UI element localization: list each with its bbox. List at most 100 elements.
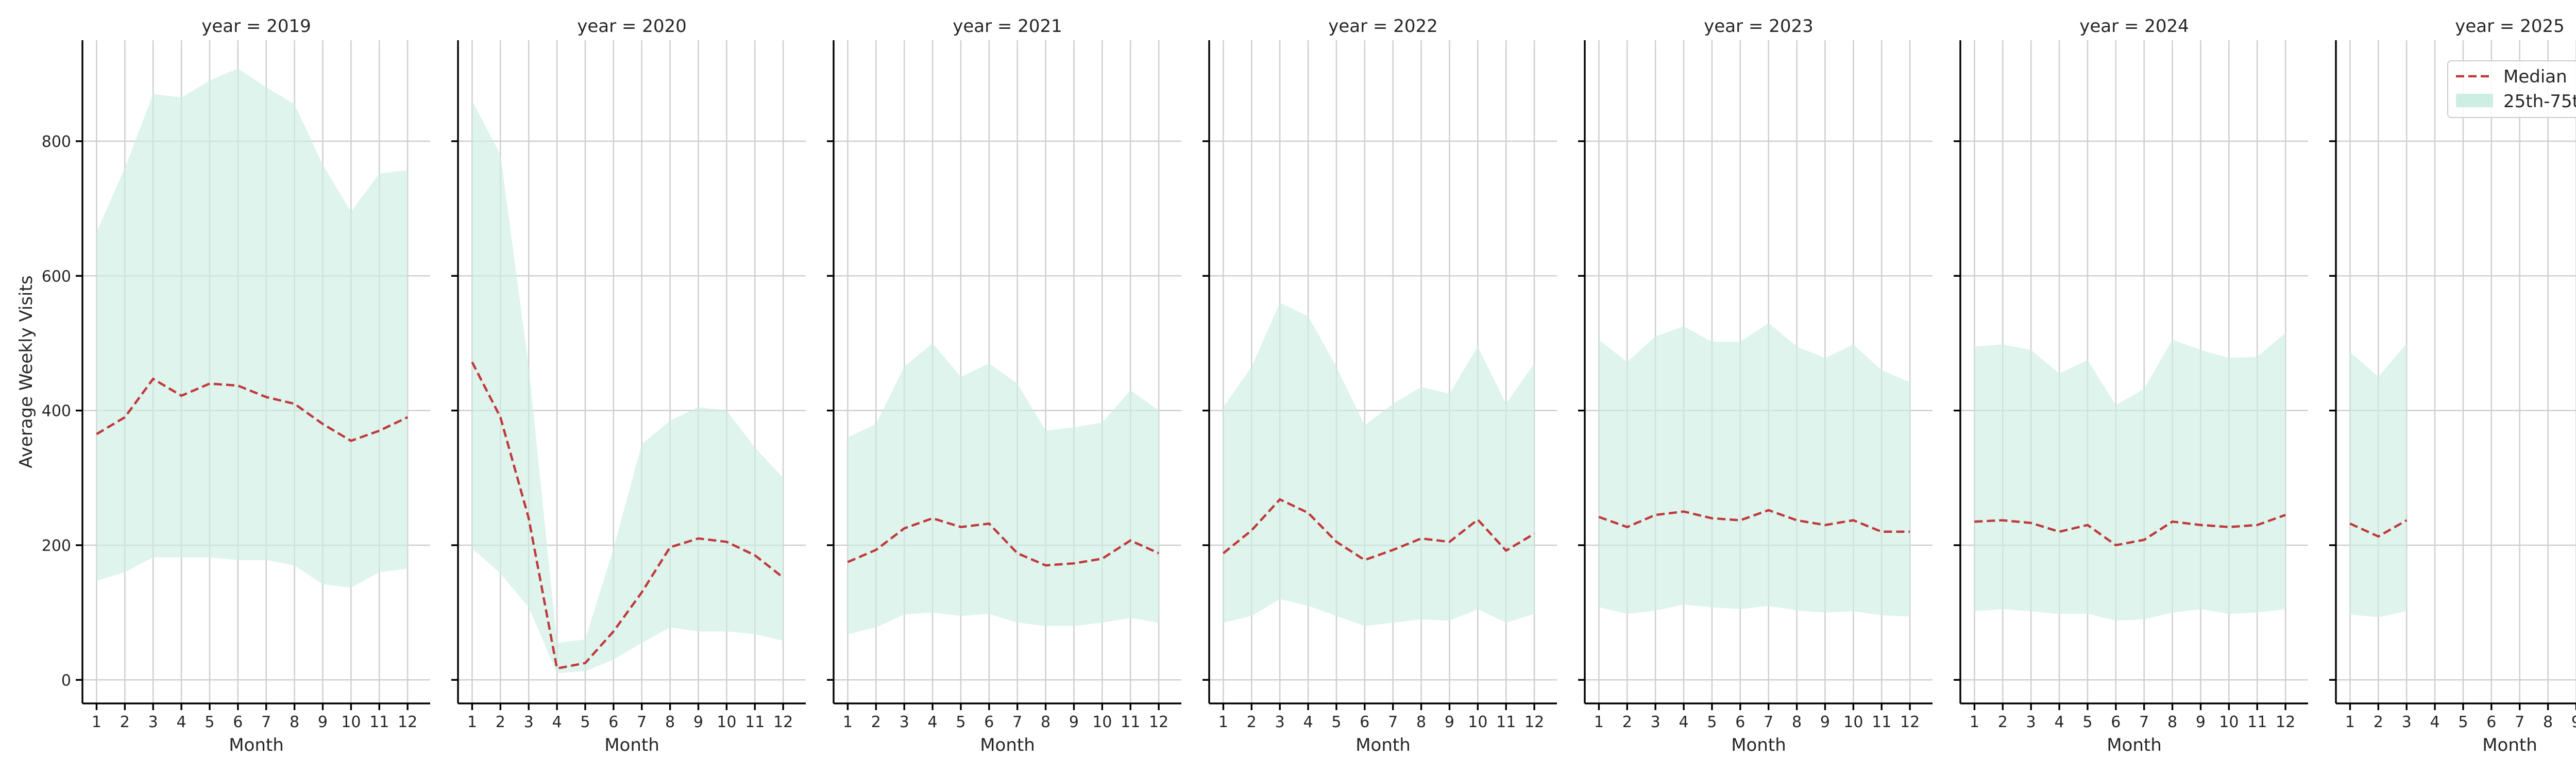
x-tick-label: 7: [2139, 713, 2149, 731]
x-tick-label: 12: [773, 713, 793, 731]
x-tick-label: 3: [1651, 713, 1660, 731]
y-axis-label: Average Weekly Visits: [16, 275, 37, 468]
x-tick-label: 6: [2111, 713, 2121, 731]
x-tick-label: 4: [1679, 713, 1689, 731]
panel-title: year = 2019: [201, 16, 311, 37]
x-tick-label: 6: [608, 713, 618, 731]
percentile-band: [1974, 333, 2286, 621]
percentile-band: [848, 343, 1159, 634]
x-tick-label: 9: [1820, 713, 1830, 731]
x-tick-label: 1: [2345, 713, 2355, 731]
x-tick-label: 5: [956, 713, 965, 731]
panel-title: year = 2025: [2455, 16, 2564, 37]
x-tick-label: 3: [148, 713, 158, 731]
x-tick-label: 2: [1247, 713, 1257, 731]
x-tick-label: 8: [1792, 713, 1802, 731]
x-tick-label: 12: [1149, 713, 1168, 731]
x-tick-label: 2: [1622, 713, 1632, 731]
x-tick-label: 6: [984, 713, 994, 731]
median-line: [471, 361, 784, 670]
x-tick-label: 12: [2276, 713, 2295, 731]
x-tick-label: 2: [496, 713, 505, 731]
x-tick-label: 1: [92, 713, 101, 731]
x-tick-label: 4: [552, 713, 562, 731]
x-axis-label: Month: [229, 735, 284, 755]
x-tick-label: 5: [1331, 713, 1341, 731]
panel-title: year = 2021: [953, 16, 1062, 37]
x-axis-label: Month: [604, 735, 659, 755]
x-tick-label: 4: [177, 713, 187, 731]
x-tick-label: 11: [745, 713, 765, 731]
x-tick-label: 9: [1069, 713, 1079, 731]
x-tick-label: 11: [369, 713, 389, 731]
x-tick-label: 8: [665, 713, 675, 731]
median-line: [96, 377, 409, 442]
x-tick-label: 3: [1275, 713, 1285, 731]
x-tick-label: 9: [693, 713, 703, 731]
x-tick-label: 7: [1764, 713, 1773, 731]
x-tick-label: 9: [2571, 713, 2576, 731]
x-tick-label: 1: [1218, 713, 1228, 731]
x-tick-label: 4: [1303, 713, 1313, 731]
x-tick-label: 6: [233, 713, 243, 731]
x-tick-label: 7: [637, 713, 647, 731]
legend-band-label: 25th-75th Percentile: [2503, 91, 2576, 112]
x-tick-label: 7: [1388, 713, 1398, 731]
x-tick-label: 3: [900, 713, 909, 731]
x-axis-label: Month: [980, 735, 1035, 755]
percentile-band: [472, 100, 784, 674]
x-tick-label: 7: [2515, 713, 2524, 731]
x-tick-label: 2: [1998, 713, 2008, 731]
percentile-band: [96, 68, 408, 588]
panel-title: year = 2020: [577, 16, 686, 37]
x-axis-label: Month: [2482, 735, 2537, 755]
x-tick-label: 12: [1900, 713, 1920, 731]
x-tick-label: 11: [1121, 713, 1140, 731]
x-axis-label: Month: [1731, 735, 1786, 755]
x-tick-label: 4: [928, 713, 938, 731]
x-tick-label: 10: [1092, 713, 1112, 731]
x-tick-label: 7: [261, 713, 271, 731]
panel-title: year = 2022: [1328, 16, 1437, 37]
x-tick-label: 9: [2196, 713, 2206, 731]
x-tick-label: 10: [341, 713, 361, 731]
x-tick-label: 4: [2055, 713, 2064, 731]
x-tick-label: 11: [2247, 713, 2267, 731]
x-tick-label: 5: [2458, 713, 2468, 731]
x-tick-label: 1: [1594, 713, 1604, 731]
legend-median-label: Median: [2503, 66, 2567, 87]
x-tick-label: 3: [2402, 713, 2412, 731]
y-tick-label: 400: [42, 402, 71, 421]
x-tick-label: 8: [1041, 713, 1050, 731]
y-tick-label: 800: [42, 133, 71, 151]
x-tick-label: 11: [1496, 713, 1516, 731]
x-tick-label: 6: [1360, 713, 1369, 731]
x-tick-label: 8: [1416, 713, 1426, 731]
x-tick-label: 1: [467, 713, 477, 731]
x-tick-label: 10: [717, 713, 736, 731]
x-tick-label: 3: [524, 713, 534, 731]
y-tick-label: 0: [61, 671, 71, 690]
panel-title: year = 2024: [2079, 16, 2189, 37]
x-tick-label: 4: [2430, 713, 2440, 731]
median-line: [2349, 519, 2408, 538]
x-tick-label: 10: [2219, 713, 2239, 731]
x-tick-label: 9: [1445, 713, 1454, 731]
x-tick-label: 2: [2374, 713, 2383, 731]
x-tick-label: 11: [1872, 713, 1891, 731]
median-line: [1974, 514, 2286, 547]
x-tick-label: 12: [398, 713, 417, 731]
y-tick-label: 600: [42, 267, 71, 285]
x-tick-label: 7: [1012, 713, 1022, 731]
x-tick-label: 12: [1524, 713, 1544, 731]
percentile-band: [1599, 323, 1910, 617]
x-tick-label: 10: [1468, 713, 1487, 731]
percentile-band: [2350, 343, 2407, 617]
x-tick-label: 8: [290, 713, 299, 731]
